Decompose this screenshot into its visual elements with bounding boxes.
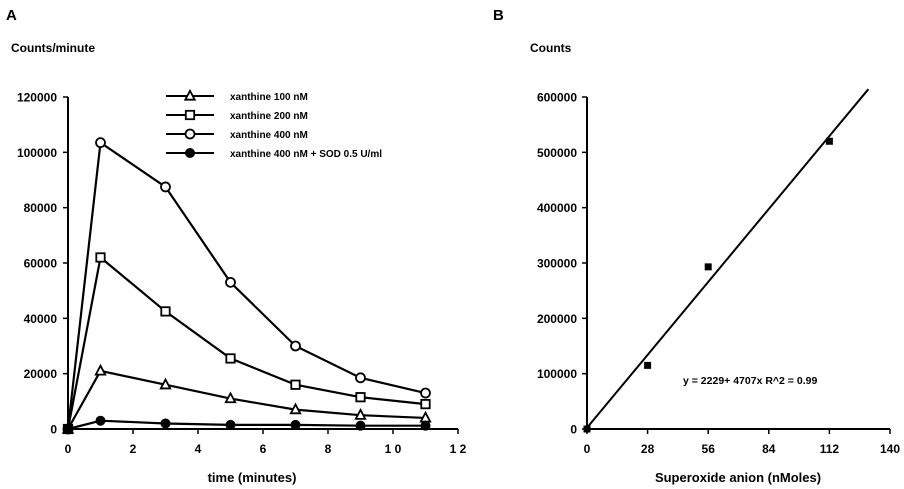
panel-b-x-axis-title: Superoxide anion (nMoles): [655, 470, 821, 485]
data-point: [95, 137, 106, 149]
panel-b-y-tick-label: 200000: [537, 312, 577, 326]
data-point: [95, 415, 106, 426]
data-point: [420, 420, 431, 431]
panel-b: B Counts 0 28 56 84 112 140 0 100000 200000 30000…: [493, 7, 900, 485]
panel-a-x-tick-label: 0: [65, 442, 72, 456]
panel-a-y-tick-label: 120000: [17, 91, 57, 105]
panel-a-y-tick-label: 20000: [24, 367, 58, 381]
panel-b-x-tick-label: 84: [762, 442, 776, 456]
data-point: [420, 387, 431, 399]
legend-label: xanthine 100 nM: [230, 92, 308, 103]
panel-b-y-tick-label: 0: [570, 423, 577, 437]
panel-b-y-tick-label: 300000: [537, 257, 577, 271]
panel-b-x-tick-label: 28: [641, 442, 655, 456]
legend-marker: [184, 109, 196, 121]
legend-marker: [184, 128, 196, 140]
legend-label: xanthine 400 nM: [230, 130, 308, 141]
legend-marker: [183, 88, 197, 101]
panel-b-ticks: 0 28 56 84 112 140 0 100000 200000 300000 400000 50…: [537, 91, 900, 457]
series-line: [66, 140, 426, 430]
panel-a-x-tick-label: 1 0: [385, 442, 402, 456]
data-point: [355, 372, 366, 384]
data-point: [225, 276, 236, 288]
panel-a-legend: xanthine 100 nM xanthine 200 nM xanthine 4…: [166, 88, 382, 160]
panel-b-marks: [583, 88, 870, 433]
panel-b-x-tick-label: 140: [880, 442, 900, 456]
data-point: [355, 420, 366, 431]
panel-a-series: [61, 137, 432, 435]
series-line: [67, 419, 426, 431]
data-point: [225, 419, 236, 430]
data-point: [290, 419, 301, 430]
panel-b-label: B: [493, 7, 504, 24]
panel-b-x-tick-label: 0: [584, 442, 591, 456]
data-point: [159, 377, 172, 390]
panel-a-label: A: [6, 7, 17, 24]
panel-a-x-axis-title: time (minutes): [208, 470, 297, 485]
series-line: [66, 255, 426, 430]
panel-b-y-tick-label: 600000: [537, 91, 577, 105]
panel-a-x-tick-label: 2: [130, 442, 137, 456]
panel-a-x-tick-label: 8: [325, 442, 332, 456]
panel-b-x-tick-label: 56: [702, 442, 716, 456]
panel-b-y-tick-label: 400000: [537, 201, 577, 215]
data-point: [354, 408, 367, 420]
panel-a-y-tick-label: 80000: [24, 201, 58, 215]
data-point: [224, 391, 237, 404]
legend-marker: [185, 148, 195, 158]
data-point: [290, 340, 301, 352]
data-point: [704, 263, 712, 271]
data-point: [355, 392, 366, 403]
data-point: [419, 410, 432, 423]
panel-b-y-tick-label: 500000: [537, 146, 577, 160]
panel-b-y-tick-label: 100000: [537, 367, 577, 381]
panel-a-y-tick-label: 60000: [24, 257, 58, 271]
data-point: [160, 418, 171, 429]
data-point: [290, 379, 301, 390]
panel-b-y-axis-title: Counts: [530, 41, 572, 55]
panel-b-fit-equation: y = 2229+ 4707x R^2 = 0.99: [683, 375, 817, 387]
panel-a-x-tick-label: 4: [195, 442, 202, 456]
legend-label: xanthine 400 nM + SOD 0.5 U/ml: [230, 149, 382, 160]
panel-a-x-tick-label: 1 2: [450, 442, 467, 456]
panel-a-y-tick-label: 0: [50, 423, 57, 437]
data-point: [160, 181, 171, 193]
panel-b-x-tick-label: 112: [820, 442, 840, 456]
data-point: [160, 306, 171, 317]
panel-a-y-tick-label: 100000: [17, 146, 57, 160]
data-point: [63, 424, 73, 434]
data-point: [825, 137, 833, 145]
data-point: [95, 252, 106, 263]
data-point: [94, 363, 107, 376]
data-point: [289, 402, 302, 415]
data-point: [420, 398, 431, 410]
data-point: [583, 425, 591, 433]
panel-a-x-tick-label: 6: [260, 442, 267, 456]
legend-label: xanthine 200 nM: [230, 111, 308, 122]
panel-a-y-axis-title: Counts/minute: [11, 41, 95, 55]
data-point: [644, 361, 652, 369]
fit-line: [586, 88, 870, 429]
data-point: [225, 353, 236, 364]
panel-a-y-tick-label: 40000: [24, 312, 58, 326]
panel-a: A Counts/minute 0 2 4 6 8 1 0 1 2 0 20000 40000 60…: [6, 7, 467, 485]
